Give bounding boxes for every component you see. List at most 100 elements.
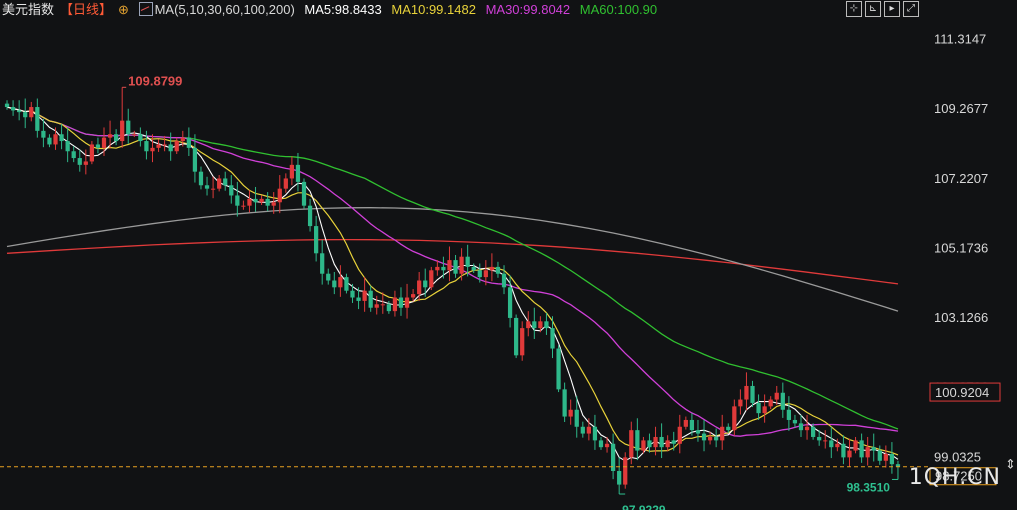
play-icon[interactable]: ▸	[884, 1, 900, 17]
candle-body	[89, 144, 95, 162]
candle-body	[362, 290, 367, 301]
candle-body	[774, 392, 779, 400]
candle-body	[277, 188, 282, 203]
candle-body	[41, 130, 46, 138]
candle-body	[198, 171, 204, 186]
candle-body	[29, 107, 34, 118]
candle-body	[217, 178, 222, 189]
instrument-title: 美元指数	[2, 2, 55, 17]
candle-body	[435, 266, 440, 271]
current-price-tag	[929, 467, 997, 486]
candle-body	[768, 399, 773, 407]
candle-body	[817, 436, 822, 441]
candle-body	[707, 436, 713, 441]
current-price-label: 98.7250	[935, 469, 982, 484]
candle-body	[598, 440, 604, 448]
price-scale-icon: ⇕	[1005, 457, 1016, 472]
candle-body	[4, 103, 10, 108]
candle-body	[95, 144, 101, 148]
candle-body	[465, 256, 470, 267]
candle-body	[417, 280, 422, 295]
add-indicator-icon[interactable]: ⊕	[118, 2, 129, 17]
candle-body	[514, 317, 519, 356]
candle-body	[580, 426, 585, 434]
y-tick-label: 107.2207	[934, 171, 988, 186]
candle-body	[726, 426, 731, 431]
candle-body	[592, 426, 598, 441]
candle-body	[847, 450, 852, 458]
candle-body	[641, 440, 646, 451]
candle-body	[489, 266, 495, 271]
candle-body	[720, 426, 725, 441]
candle-body	[223, 178, 228, 186]
ma-params-label[interactable]: MA(5,10,30,60,100,200)	[154, 2, 295, 17]
candle-body	[265, 198, 270, 206]
candle-body	[83, 161, 88, 165]
ma-indicator-icon[interactable]	[138, 2, 153, 16]
candle-body	[635, 430, 640, 451]
candle-body	[350, 290, 355, 298]
candle-body	[368, 290, 373, 308]
candle-body	[65, 141, 70, 152]
ma60-line	[6, 106, 899, 430]
candle-body	[780, 392, 785, 410]
candle-body	[144, 141, 149, 152]
candle-body	[168, 144, 173, 152]
candle-body	[877, 450, 882, 461]
candle-body	[544, 321, 549, 329]
candle-body	[477, 270, 482, 278]
draw-icon[interactable]: ⊾	[865, 1, 881, 17]
candle-body	[271, 202, 276, 206]
candle-body	[859, 440, 864, 458]
candle-body	[344, 277, 349, 291]
candle-body	[392, 297, 398, 312]
candle-body	[423, 280, 428, 288]
candle-body	[150, 147, 155, 152]
candle-body	[786, 409, 791, 420]
candle-body	[314, 226, 319, 254]
candle-body	[483, 270, 488, 278]
candle-body	[744, 385, 749, 400]
candle-body	[23, 112, 28, 118]
crosshair-icon[interactable]: ⊹	[846, 1, 862, 17]
candle-body	[495, 266, 501, 274]
candle-body	[853, 440, 858, 451]
candle-body	[895, 464, 901, 467]
candle-body	[441, 266, 446, 271]
candle-body	[871, 447, 876, 451]
candle-body	[671, 440, 676, 444]
candle-body	[235, 195, 240, 206]
candle-body	[174, 141, 179, 152]
candle-body	[338, 277, 343, 288]
candle-body	[610, 443, 616, 471]
candle-body	[180, 137, 185, 142]
candle-body	[132, 134, 137, 136]
candle-body	[259, 198, 264, 203]
candle-body	[689, 419, 695, 431]
ma5-line	[6, 106, 899, 462]
candle-body	[556, 348, 561, 390]
period-selector[interactable]: 【日线】	[60, 2, 113, 17]
candle-body	[629, 430, 634, 458]
y-tick-label: 109.2677	[934, 101, 988, 116]
candle-body	[647, 440, 652, 448]
expand-icon[interactable]: ⤢	[903, 1, 919, 17]
candle-body	[677, 426, 682, 444]
candle-body	[532, 321, 537, 329]
y-tick-label: 99.0325	[934, 449, 981, 464]
candle-body	[841, 443, 846, 458]
candle-body	[126, 120, 131, 135]
candle-body	[404, 297, 410, 308]
candle-body	[471, 266, 476, 271]
recent-low-label: 98.3510	[847, 480, 891, 494]
watermark-logo: 1QH.CN	[908, 465, 1001, 490]
candle-body	[798, 423, 804, 431]
candle-body	[156, 144, 161, 148]
candle-body	[604, 443, 610, 448]
candle-body	[683, 419, 688, 427]
candle-body	[53, 134, 58, 145]
y-tick-label: 105.1736	[934, 240, 988, 255]
candle-body	[295, 164, 301, 182]
